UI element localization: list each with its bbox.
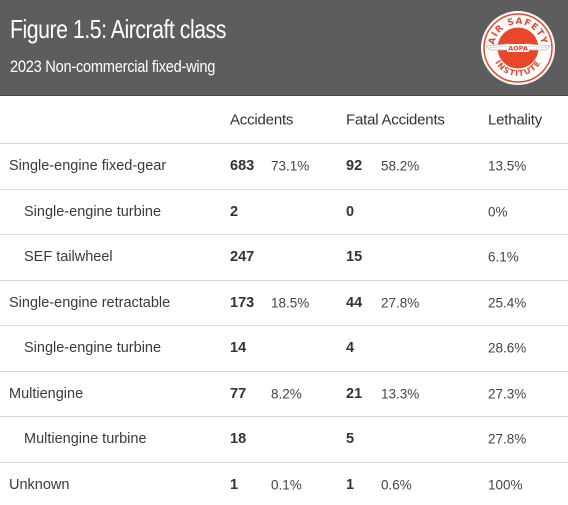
lethality-value: 27.8% — [488, 431, 527, 447]
row-label: Unknown — [9, 477, 70, 494]
row-label: Multiengine — [9, 385, 84, 402]
accidents-count: 173 — [230, 294, 255, 311]
column-header-fatal-accidents: Fatal Accidents — [346, 111, 445, 128]
table-row: Multiengine 77 8.2% 21 13.3% 27.3% — [0, 372, 568, 417]
fatal-percent: 0.6% — [381, 477, 412, 493]
row-label: Multiengine turbine — [24, 431, 147, 448]
table-row: Unknown 1 0.1% 1 0.6% 100% — [0, 463, 568, 505]
figure-header: Figure 1.5: Aircraft class 2023 Non-comm… — [0, 0, 568, 96]
table-row: Single-engine fixed-gear 683 73.1% 92 58… — [0, 144, 568, 190]
figure-title: Figure 1.5: Aircraft class — [10, 14, 226, 44]
fatal-percent: 58.2% — [381, 158, 420, 174]
accidents-count: 683 — [230, 158, 255, 175]
lethality-value: 6.1% — [488, 249, 519, 265]
table-row: Multiengine turbine 18 5 27.8% — [0, 417, 568, 463]
row-label: Single-engine retractable — [9, 294, 171, 311]
aopa-air-safety-institute-logo-icon: AIR SAFETY INSTITUTE AOPA — [481, 11, 555, 85]
fatal-count: 5 — [346, 431, 355, 448]
row-label: Single-engine turbine — [24, 340, 162, 357]
accidents-percent: 18.5% — [271, 295, 310, 311]
fatal-count: 15 — [346, 249, 363, 266]
accidents-percent: 73.1% — [271, 158, 310, 174]
fatal-count: 4 — [346, 340, 355, 357]
row-label: Single-engine turbine — [24, 203, 162, 220]
table-row: Single-engine turbine 2 0 0% — [0, 190, 568, 235]
lethality-value: 25.4% — [488, 295, 527, 311]
lethality-value: 0% — [488, 204, 508, 220]
fatal-count: 1 — [346, 477, 355, 494]
table-row: Single-engine retractable 173 18.5% 44 2… — [0, 281, 568, 326]
table-row: SEF tailwheel 247 15 6.1% — [0, 235, 568, 281]
column-header-lethality: Lethality — [488, 111, 543, 128]
lethality-value: 100% — [488, 477, 523, 493]
lethality-value: 28.6% — [488, 340, 527, 356]
accidents-count: 77 — [230, 385, 247, 402]
accidents-percent: 0.1% — [271, 477, 302, 493]
fatal-count: 0 — [346, 203, 355, 220]
fatal-percent: 27.8% — [381, 295, 420, 311]
fatal-count: 21 — [346, 385, 363, 402]
lethality-value: 13.5% — [488, 158, 527, 174]
table-row: Single-engine turbine 14 4 28.6% — [0, 326, 568, 372]
fatal-count: 44 — [346, 294, 363, 311]
accidents-count: 2 — [230, 203, 239, 220]
fatal-count: 92 — [346, 158, 363, 175]
figure-subtitle: 2023 Non-commercial fixed-wing — [10, 57, 216, 76]
accidents-count: 247 — [230, 249, 255, 266]
accidents-count: 14 — [230, 340, 247, 357]
lethality-value: 27.3% — [488, 386, 527, 402]
column-header-accidents: Accidents — [230, 111, 294, 128]
table-header-row: Accidents Fatal Accidents Lethality — [0, 96, 568, 144]
aircraft-class-table: Accidents Fatal Accidents Lethality Sing… — [0, 96, 568, 505]
logo-center-text: AOPA — [508, 45, 528, 53]
row-label: Single-engine fixed-gear — [9, 158, 167, 175]
accidents-count: 18 — [230, 431, 247, 448]
accidents-count: 1 — [230, 477, 239, 494]
accidents-percent: 8.2% — [271, 386, 302, 402]
row-label: SEF tailwheel — [24, 249, 113, 266]
fatal-percent: 13.3% — [381, 386, 420, 402]
